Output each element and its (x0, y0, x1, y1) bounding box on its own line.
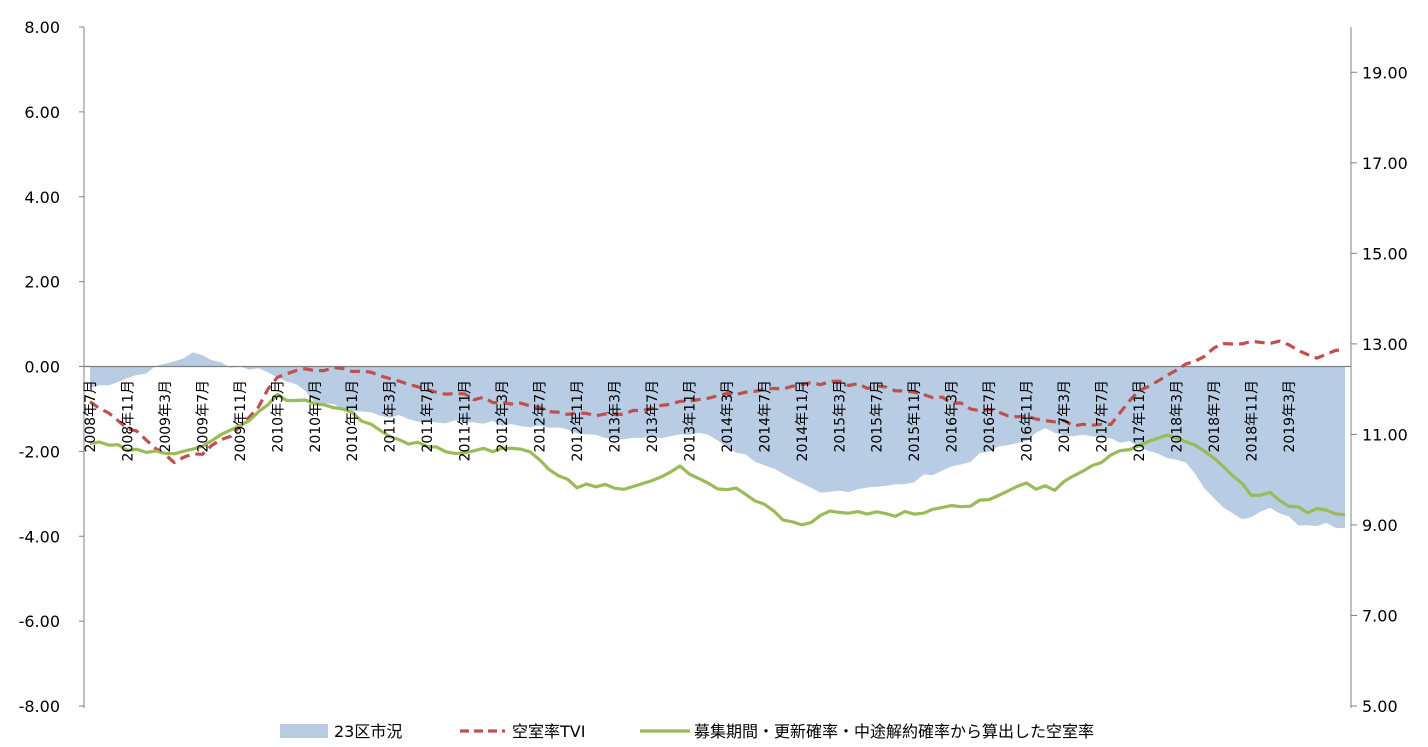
x-tick-label: 2017年3月 (1057, 380, 1073, 453)
x-axis-tick-labels: 2008年7月 2008年11月 2009年3月 2009年7月 2009年11月 201… (83, 380, 1298, 461)
left-tick-label: -8.00 (19, 697, 60, 716)
line-series-layer (89, 339, 1346, 527)
legend-label-calculated: 募集期間・更新確率・中途解約確率から算出した空室率 (694, 722, 1094, 741)
right-tick-label: 11.00 (1362, 425, 1408, 444)
x-tick-label: 2010年3月 (270, 380, 286, 453)
legend-label-23ku: 23区市況 (334, 722, 402, 741)
x-tick-label: 2011年7月 (420, 380, 436, 453)
x-tick-label: 2012年11月 (570, 380, 586, 461)
x-tick-label: 2013年11月 (682, 380, 698, 461)
left-tick-label: 2.00 (24, 273, 60, 292)
x-tick-label: 2012年3月 (495, 380, 511, 453)
left-tick-label: 0.00 (24, 358, 60, 377)
legend-swatch-23ku (280, 724, 328, 738)
x-tick-label: 2018年11月 (1244, 380, 1260, 461)
x-tick-label: 2011年3月 (383, 380, 399, 453)
right-tick-label: 15.00 (1362, 244, 1408, 263)
x-tick-label: 2018年7月 (1207, 380, 1223, 453)
right-tick-label: 19.00 (1362, 63, 1408, 82)
x-tick-label: 2018年3月 (1169, 380, 1185, 453)
x-tick-label: 2017年7月 (1094, 380, 1110, 453)
left-tick-label: -2.00 (19, 442, 60, 461)
x-tick-label: 2013年7月 (645, 380, 661, 453)
x-tick-label: 2015年11月 (907, 380, 923, 461)
x-tick-label: 2009年3月 (158, 380, 174, 453)
x-tick-label: 2011年11月 (458, 380, 474, 461)
x-tick-label: 2010年7月 (308, 380, 324, 453)
x-tick-label: 2015年3月 (832, 380, 848, 453)
x-tick-label: 2016年3月 (945, 380, 961, 453)
right-tick-label: 7.00 (1362, 606, 1398, 625)
x-tick-label: 2019年3月 (1282, 380, 1298, 453)
x-tick-label: 2009年11月 (233, 380, 249, 461)
right-tick-label: 9.00 (1362, 516, 1398, 535)
right-tick-label: 13.00 (1362, 335, 1408, 354)
right-tick-label: 5.00 (1362, 697, 1398, 716)
x-tick-label: 2015年7月 (870, 380, 886, 453)
x-tick-label: 2014年11月 (795, 380, 811, 461)
x-tick-label: 2016年11月 (1020, 380, 1036, 461)
x-tick-label: 2008年7月 (83, 380, 99, 453)
left-tick-label: 8.00 (24, 18, 60, 37)
x-tick-label: 2008年11月 (120, 380, 136, 461)
legend: 23区市況 空室率TVI 募集期間・更新確率・中途解約確率から算出した空室率 (280, 722, 1094, 741)
left-tick-label: -6.00 (19, 612, 60, 631)
x-tick-label: 2009年7月 (195, 380, 211, 453)
x-tick-label: 2017年11月 (1132, 380, 1148, 461)
x-tick-label: 2013年3月 (607, 380, 623, 453)
right-tick-label: 17.00 (1362, 154, 1408, 173)
x-tick-label: 2010年11月 (345, 380, 361, 461)
left-axis-tick-labels: 8.00 6.00 4.00 2.00 0.00 -2.00 -4.00 -6.00 -8.00 (19, 18, 60, 716)
x-tick-label: 2014年7月 (757, 380, 773, 453)
left-tick-label: -4.00 (19, 527, 60, 546)
line-series-calculated-vacancy (89, 392, 1346, 527)
axes-layer (79, 26, 1357, 708)
left-tick-label: 4.00 (24, 188, 60, 207)
left-tick-label: 6.00 (24, 103, 60, 122)
legend-label-tvi: 空室率TVI (512, 722, 585, 741)
x-tick-label: 2016年7月 (982, 380, 998, 453)
x-tick-label: 2014年3月 (720, 380, 736, 453)
right-axis-tick-labels: 19.00 17.00 15.00 13.00 11.00 9.00 7.00 5.00 (1362, 63, 1408, 716)
x-tick-label: 2012年7月 (533, 380, 549, 453)
area-series-layer (90, 352, 1345, 529)
area-series-23ku (90, 352, 1345, 529)
